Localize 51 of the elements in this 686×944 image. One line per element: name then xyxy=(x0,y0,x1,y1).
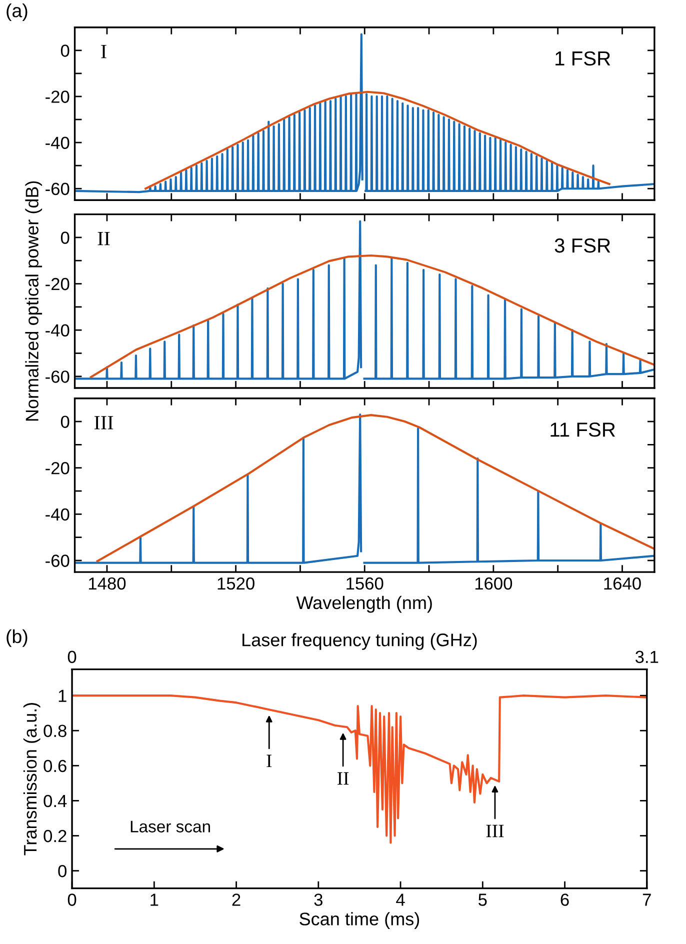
y-tick-label: -20 xyxy=(46,462,70,474)
annotation: III xyxy=(94,416,114,430)
x-tick-label: 1520 xyxy=(218,577,254,590)
x-tick-label: 2 xyxy=(232,894,240,906)
line-series xyxy=(144,90,610,190)
x-tick-label: 1560 xyxy=(346,577,384,590)
x2-axis-title: Laser frequency tuning (GHz) xyxy=(242,633,477,650)
x-tick-label: 5 xyxy=(478,894,487,906)
text: (b) xyxy=(6,629,28,647)
y-tick-label: 0.4 xyxy=(44,794,67,808)
y-tick-label: -60 xyxy=(46,554,70,567)
annotation: I xyxy=(266,754,272,768)
x-tick-label: 1480 xyxy=(88,577,126,590)
y-tick-label: 0.6 xyxy=(44,760,66,772)
y-tick-label: -40 xyxy=(46,508,70,521)
x-axis-title: Scan time (ms) xyxy=(300,912,420,929)
y-tick-label: 0 xyxy=(58,864,66,878)
annotation: Laser scan xyxy=(130,820,210,832)
y-tick-label: -40 xyxy=(46,136,70,150)
annotation: III xyxy=(486,824,504,838)
annotation: 11 FSR xyxy=(550,422,616,437)
x-tick-label: 6 xyxy=(560,894,569,906)
x-tick-label: 1640 xyxy=(604,577,641,590)
x2-tick-label: 3.1 xyxy=(635,650,658,664)
y-tick-label: 0 xyxy=(60,44,70,57)
x-tick-label: 1600 xyxy=(475,577,512,590)
x-tick-label: 3 xyxy=(314,894,322,906)
annotation: II xyxy=(337,772,349,785)
x-tick-label: 1 xyxy=(150,894,158,906)
y-tick-label: 0.2 xyxy=(44,830,66,842)
y-tick-label: -20 xyxy=(46,90,70,103)
x-tick-label: 4 xyxy=(396,894,405,906)
y-tick-label: -40 xyxy=(46,324,70,337)
annotation: I xyxy=(101,44,106,58)
x-tick-label: 7 xyxy=(642,894,651,906)
y-tick-label: -20 xyxy=(46,278,70,290)
y-tick-label: 0 xyxy=(60,416,70,428)
y-axis-title: Normalized optical power (dB) xyxy=(25,181,42,421)
y-tick-label: 1 xyxy=(58,690,66,702)
y-axis-title: Transmission (a.u.) xyxy=(23,703,40,856)
y-tick-label: -60 xyxy=(46,182,70,196)
annotation: 1 FSR xyxy=(556,51,610,66)
line-series xyxy=(72,694,647,844)
y-tick-label: -60 xyxy=(46,370,70,383)
annotation: 3 FSR xyxy=(554,238,610,253)
annotation: II xyxy=(98,232,110,246)
text: (a) xyxy=(6,4,28,21)
y-tick-label: 0.8 xyxy=(44,724,66,738)
x-axis-title: Wavelength (nm) xyxy=(296,596,432,613)
y-tick-label: 0 xyxy=(60,232,70,244)
line-series xyxy=(90,254,654,378)
